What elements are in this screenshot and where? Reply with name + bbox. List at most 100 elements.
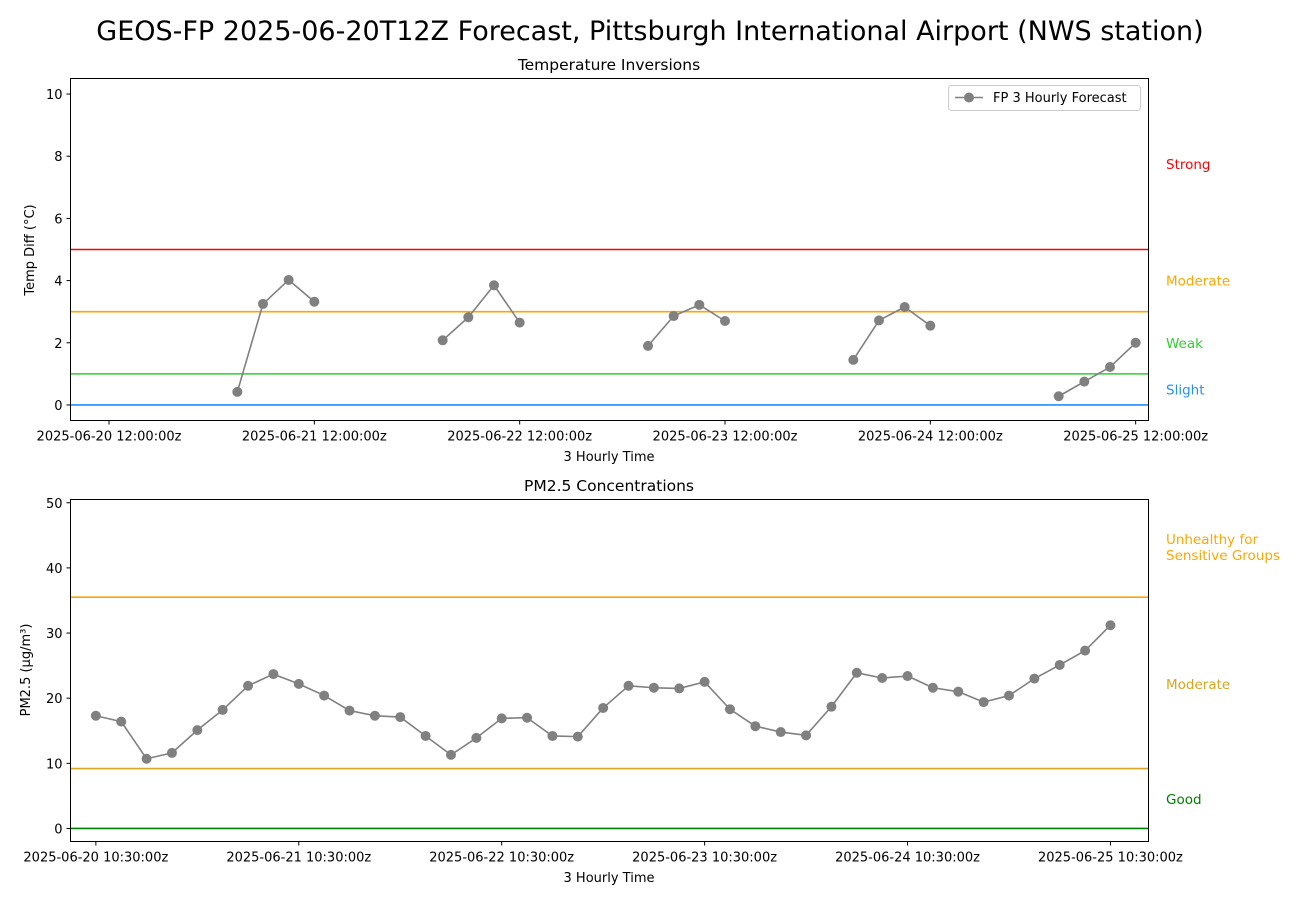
- temperature-data-point-3-0: [848, 354, 859, 365]
- pm25-data-point-0-13: [420, 730, 431, 741]
- pm25-data-point-0-10: [344, 705, 355, 716]
- temperature-y-tick-label-2: 2: [54, 337, 62, 352]
- pm25-x-tick-label-2: 2025-06-22 10:30:00z: [429, 851, 574, 866]
- temperature-category-label-1: Weak: [1166, 336, 1203, 352]
- temperature-data-point-1-1: [463, 312, 474, 323]
- pm25-data-point-0-29: [826, 701, 837, 712]
- temperature-x-tick-label-0: 2025-06-20 12:00:00z: [37, 430, 182, 445]
- temperature-x-tick-label-2: 2025-06-22 12:00:00z: [447, 430, 592, 445]
- pm25-y-tick-label-0: 0: [54, 822, 62, 837]
- temperature-legend: FP 3 Hourly Forecast: [948, 85, 1141, 111]
- pm25-data-point-0-38: [1054, 659, 1065, 670]
- temperature-y-tick-label-0: 0: [54, 399, 62, 414]
- temperature-category-label-0: Slight: [1166, 382, 1205, 398]
- pm25-data-point-0-0: [90, 710, 101, 721]
- pm25-category-label-0: Good: [1166, 792, 1202, 808]
- temperature-data-point-2-1: [668, 311, 679, 322]
- pm25-data-point-0-19: [572, 731, 583, 742]
- temperature-y-tick-label-10: 10: [46, 88, 63, 103]
- temperature-x-tick-label-3: 2025-06-23 12:00:00z: [653, 430, 798, 445]
- pm25-x-tick-label-1: 2025-06-21 10:30:00z: [226, 851, 371, 866]
- pm25-x-tick-label-3: 2025-06-23 10:30:00z: [632, 851, 777, 866]
- temperature-data-point-3-2: [899, 302, 910, 313]
- pm25-data-point-0-34: [953, 686, 964, 697]
- pm25-data-point-0-16: [496, 713, 507, 724]
- pm25-x-tick-label-5: 2025-06-25 10:30:00z: [1038, 851, 1183, 866]
- temperature-y-axis-label: Temp Diff (°C): [23, 204, 38, 296]
- pm25-x-tick-label-0: 2025-06-20 10:30:00z: [23, 851, 168, 866]
- temperature-data-point-0-1: [258, 298, 268, 309]
- pm25-y-tick-label-40: 40: [46, 562, 63, 577]
- pm25-plot-frame: [70, 499, 1149, 842]
- pm25-data-point-0-25: [724, 704, 735, 715]
- temperature-data-point-4-1: [1079, 376, 1090, 387]
- temperature-series-line-1: [442, 284, 521, 341]
- pm25-y-tick-label-50: 50: [46, 497, 63, 512]
- pm25-data-point-0-30: [851, 667, 862, 678]
- temperature-data-point-4-0: [1053, 391, 1064, 402]
- temperature-inversions-panel: Temperature Inversions 0 2 4 6 8 10 2025-06-20…: [23, 56, 1230, 465]
- pm25-data-point-0-17: [522, 712, 533, 723]
- temperature-series-line-3: [852, 306, 931, 361]
- temperature-x-tick-label-1: 2025-06-21 12:00:00z: [242, 430, 387, 445]
- temperature-category-label-2: Moderate: [1166, 274, 1230, 290]
- temperature-data-point-4-3: [1130, 337, 1141, 348]
- temperature-data-point-1-0: [437, 335, 448, 346]
- temperature-data-point-2-3: [720, 316, 730, 327]
- temperature-plot-frame: [70, 78, 1149, 421]
- temperature-y-tick-label-4: 4: [54, 275, 62, 290]
- pm25-data-point-0-6: [243, 680, 254, 691]
- temperature-series-line-2: [647, 304, 726, 347]
- temperature-data-point-0-3: [309, 296, 320, 307]
- pm25-data-point-0-14: [445, 749, 456, 760]
- pm25-y-tick-label-10: 10: [46, 757, 63, 772]
- pm25-data-point-0-33: [927, 682, 938, 693]
- pm25-data-point-0-23: [674, 683, 685, 694]
- pm25-data-point-0-2: [141, 753, 152, 764]
- pm25-data-point-0-21: [623, 680, 634, 691]
- temperature-category-label-3: Strong: [1166, 157, 1211, 173]
- temperature-series-line-0: [236, 279, 315, 393]
- temperature-data-point-0-0: [232, 386, 243, 397]
- legend-label: FP 3 Hourly Forecast: [993, 91, 1127, 106]
- temperature-y-tick-label-8: 8: [54, 150, 62, 165]
- figure-title: GEOS-FP 2025-06-20T12Z Forecast, Pittsbu…: [96, 16, 1203, 47]
- pm25-data-point-0-31: [877, 672, 888, 683]
- temperature-data-point-4-2: [1105, 362, 1115, 373]
- pm25-panel-title: PM2.5 Concentrations: [524, 477, 694, 495]
- pm25-data-point-0-1: [116, 716, 127, 727]
- pm25-data-point-0-18: [547, 730, 558, 741]
- pm25-data-point-0-37: [1029, 673, 1040, 684]
- pm25-data-point-0-4: [192, 725, 203, 736]
- pm25-data-point-0-9: [319, 690, 330, 701]
- pm25-data-point-0-7: [268, 669, 279, 680]
- temperature-data-point-1-3: [514, 317, 525, 328]
- temperature-data-point-2-2: [694, 299, 705, 310]
- pm25-data-point-0-5: [217, 704, 228, 715]
- temperature-data-point-0-2: [283, 274, 294, 285]
- temperature-data-point-3-3: [925, 320, 936, 331]
- pm25-data-point-0-24: [699, 676, 710, 687]
- pm25-y-tick-label-20: 20: [46, 692, 63, 707]
- pm25-data-point-0-22: [648, 682, 659, 693]
- temperature-series-line-4: [1058, 342, 1137, 397]
- pm25-data-point-0-3: [166, 747, 177, 758]
- temperature-data-point-1-2: [489, 280, 499, 291]
- temperature-y-tick-label-6: 6: [54, 212, 62, 227]
- pm25-concentrations-panel: PM2.5 Concentrations 0 10 20 30 40 50 2025-06-…: [19, 477, 1280, 886]
- pm25-data-point-0-27: [775, 727, 786, 738]
- pm25-y-axis-label: PM2.5 (µg/m³): [19, 624, 34, 717]
- pm25-data-point-0-36: [1003, 690, 1014, 701]
- pm25-data-point-0-11: [369, 710, 380, 721]
- temperature-x-axis-label: 3 Hourly Time: [564, 450, 655, 465]
- temperature-panel-title: Temperature Inversions: [517, 56, 700, 74]
- pm25-data-point-0-35: [978, 697, 989, 708]
- temperature-x-tick-label-4: 2025-06-24 12:00:00z: [858, 430, 1003, 445]
- pm25-data-point-0-15: [471, 732, 482, 743]
- pm25-data-point-0-12: [395, 712, 406, 723]
- pm25-x-tick-label-4: 2025-06-24 10:30:00z: [835, 851, 980, 866]
- temperature-data-point-3-1: [874, 315, 884, 326]
- pm25-data-point-0-40: [1105, 620, 1116, 631]
- pm25-category-label-1: Moderate: [1166, 677, 1230, 693]
